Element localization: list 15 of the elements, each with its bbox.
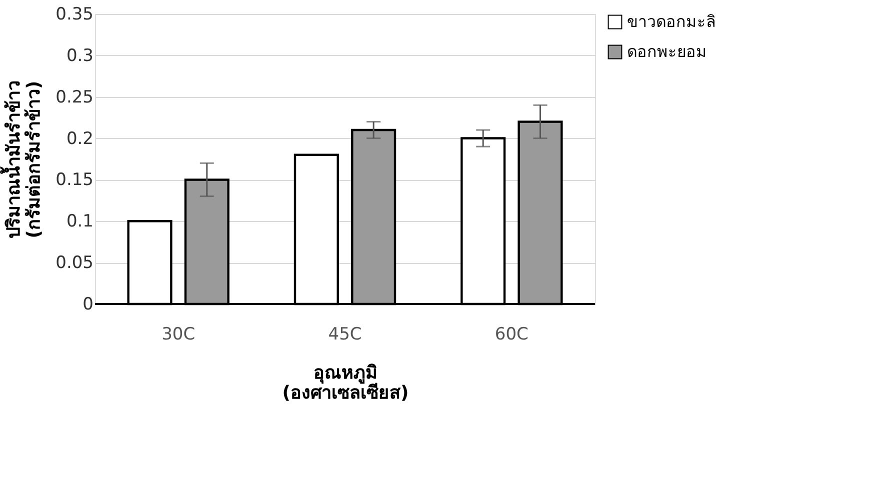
y-tick-label: 0.2 bbox=[66, 128, 94, 149]
x-axis-title: อุณหภูมิ (องศาเซลเซียส) bbox=[282, 362, 409, 404]
x-tick-label: 60C bbox=[494, 324, 528, 344]
y-tick-label: 0.3 bbox=[66, 46, 94, 66]
y-tick-label: 0.25 bbox=[56, 87, 94, 108]
y-tick-label: 0 bbox=[82, 294, 94, 314]
y-tick-label: 0.05 bbox=[56, 253, 94, 274]
legend-label: ขาวดอกมะลิ bbox=[627, 12, 716, 31]
y-axis-title: ปริมาณน้ำมันรำข้าว (กรัมต่อกรัมรำข้าว) bbox=[0, 80, 45, 238]
y-tick-label: 0.15 bbox=[56, 170, 94, 190]
x-tick-label: 45C bbox=[328, 324, 362, 344]
x-tick-label: 30C bbox=[162, 324, 196, 344]
legend-label: ดอกพะยอม bbox=[627, 42, 707, 61]
y-tick-label: 0.35 bbox=[56, 4, 94, 24]
y-tick-label: 0.1 bbox=[66, 212, 94, 232]
